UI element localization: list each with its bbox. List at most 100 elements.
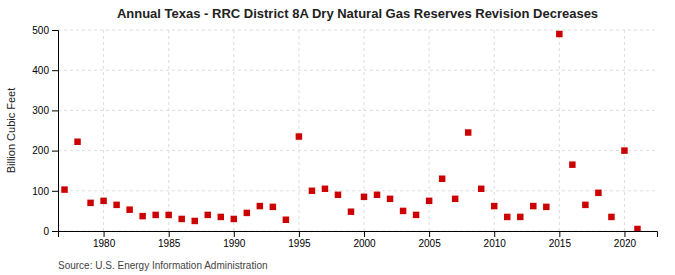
point [452,196,458,202]
point [543,204,549,210]
point [126,206,132,212]
point [113,202,119,208]
y-tick-mark [52,151,58,152]
source: Source: U.S. Energy Information Administ… [58,260,268,271]
x-tick-label: 1995 [288,238,311,249]
y-axis: 0100200300400500 [32,25,58,237]
y-tick: 100 [32,186,58,197]
point [244,210,250,216]
point [87,200,93,206]
point [283,217,289,223]
y-tick-label: 100 [32,186,49,197]
y-tick: 200 [32,145,58,156]
x-tick-mark [299,231,300,237]
x-tick-label: 2020 [614,238,637,249]
x-tick-mark [234,231,235,237]
point [335,192,341,198]
y-tick-mark [52,110,58,111]
point [100,198,106,204]
x-tick: 1995 [288,231,311,249]
point [257,203,263,209]
point [152,212,158,218]
point [556,31,562,37]
x-tick-label: 2005 [418,238,441,249]
point [218,214,224,220]
point [374,192,380,198]
x-axis: 1980 1985 1990 1995 2000 2005 2010 2015 2020 [59,231,658,249]
point [309,188,315,194]
point [165,212,171,218]
point [439,176,445,182]
x-tick: 2010 [484,231,507,249]
points [61,31,640,231]
x-tick-label: 2010 [484,238,507,249]
y-tick: 500 [32,25,58,36]
x-tick: 1985 [158,231,181,249]
plot-area: 1980198519901995200020052010201520200100… [32,25,657,249]
point [361,194,367,200]
y-grid-line [58,30,657,31]
y-grid-line [58,150,657,151]
title: Annual Texas - RRC District 8A Dry Natur… [117,6,598,21]
x-tick-mark [364,231,365,237]
y-tick-mark [52,191,58,192]
point [296,133,302,139]
y-tick: 300 [32,105,58,116]
point [569,161,575,167]
point [491,203,497,209]
point [74,139,80,145]
x-tick: 1990 [223,231,246,249]
point [478,186,484,192]
point [139,213,145,219]
point [400,208,406,214]
x-tick-mark [624,231,625,237]
x-grid-line [624,30,625,231]
x-grid-line [168,30,169,231]
x-grid-line [233,30,234,231]
x-tick-mark [494,231,495,237]
y-grid-line [58,190,657,191]
point [621,147,627,153]
point [413,212,419,218]
x-tick: 2015 [549,231,572,249]
x-grid-line [494,30,495,231]
point [504,214,510,220]
point [205,212,211,218]
y-tick-label: 400 [32,65,49,76]
point [426,198,432,204]
point [530,203,536,209]
x-tick-mark [104,231,105,237]
y-grid-line [58,70,657,71]
y-tick-label: 300 [32,105,49,116]
x-tick: 2005 [418,231,441,249]
y-grid-line [58,110,657,111]
x-tick: 2020 [614,231,637,249]
y-tick-mark [52,70,58,71]
x-tick: 1980 [93,231,116,249]
chart: 1980198519901995200020052010201520200100… [0,0,675,275]
point [387,196,393,202]
point [231,216,237,222]
x-tick-label: 1985 [158,238,181,249]
y-axis-line [52,31,59,232]
y-tick-mark [52,30,58,31]
point [348,208,354,214]
y-tick-mark [52,231,58,232]
x-axis-line [59,232,658,238]
point [322,186,328,192]
point [178,216,184,222]
y-axis-title: Billion Cubic Feet [5,88,17,174]
x-tick-label: 2000 [353,238,376,249]
x-tick-mark [559,231,560,237]
x-grid-line [559,30,560,231]
point [517,214,523,220]
point [465,129,471,135]
grid [58,30,657,231]
x-tick-label: 1990 [223,238,246,249]
point [634,226,640,231]
point [582,202,588,208]
y-tick-label: 200 [32,145,49,156]
point [608,214,614,220]
x-tick-label: 2015 [549,238,572,249]
y-tick: 400 [32,65,58,76]
